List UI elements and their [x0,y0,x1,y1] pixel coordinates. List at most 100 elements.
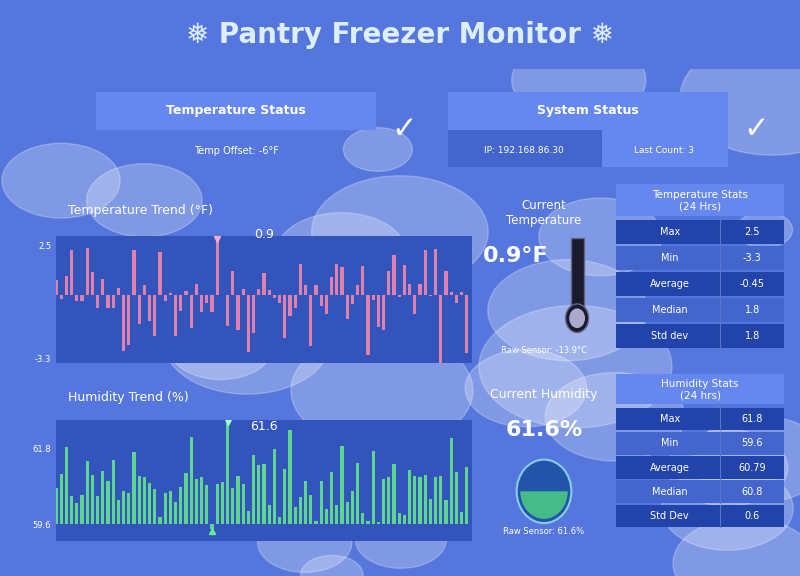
Text: Humidity Trend (%): Humidity Trend (%) [69,391,190,404]
Text: 61.6%: 61.6% [506,419,582,439]
Bar [231,488,234,524]
Text: Max: Max [660,414,680,424]
Text: 1.8: 1.8 [745,331,760,340]
Bar [372,452,374,524]
Bar [54,280,58,295]
Bar [154,295,156,336]
FancyBboxPatch shape [448,130,602,167]
Bar [138,476,141,524]
Bar [356,463,359,524]
Bar [414,295,416,313]
Circle shape [164,289,330,394]
Bar [70,495,73,524]
Bar [91,475,94,524]
Bar [190,437,193,524]
Bar [179,295,182,310]
Bar [294,507,297,524]
Bar [195,283,198,295]
Bar [154,488,156,524]
Circle shape [275,213,407,296]
Bar [387,477,390,524]
FancyBboxPatch shape [448,92,728,130]
Bar [226,295,229,325]
Bar [310,495,312,524]
FancyBboxPatch shape [602,130,728,167]
Bar [262,273,266,295]
Bar [122,295,125,351]
Text: 61.6: 61.6 [250,419,278,433]
Circle shape [517,460,571,523]
Bar [221,482,224,524]
Bar [455,295,458,304]
Bar [117,500,120,524]
Bar [158,252,162,295]
FancyBboxPatch shape [616,184,784,217]
Bar [341,446,343,524]
Circle shape [488,260,647,361]
Bar [179,487,182,524]
Bar [445,501,447,524]
Bar [60,295,62,299]
Bar [366,295,370,355]
FancyBboxPatch shape [616,272,784,296]
Text: 0.9°F: 0.9°F [482,246,548,266]
Text: Min: Min [661,438,678,448]
Circle shape [204,248,290,303]
Bar [65,448,68,524]
Bar [382,295,385,329]
Bar [174,502,177,524]
Circle shape [680,39,800,155]
Bar [169,491,172,524]
Bar [200,295,203,312]
Bar [60,475,62,524]
Bar [143,286,146,295]
Bar [81,295,83,301]
Circle shape [667,430,788,506]
Bar [330,472,333,524]
FancyBboxPatch shape [616,480,784,503]
Bar [314,285,318,295]
Bar [158,517,162,524]
Bar [148,483,151,524]
Bar [127,295,130,345]
Text: System Status: System Status [537,104,639,118]
Bar [86,248,89,295]
Bar [185,473,187,524]
Bar [252,456,255,524]
Bar [387,271,390,295]
Bar [445,271,447,295]
Text: -3.3: -3.3 [742,253,762,263]
Bar [174,295,177,336]
Circle shape [291,333,473,448]
Bar [86,461,89,524]
Bar [65,276,68,295]
Bar [112,295,114,308]
Bar [466,467,468,524]
Bar [190,295,193,328]
Text: -0.45: -0.45 [739,279,765,289]
Bar [414,476,416,524]
Text: 0.9: 0.9 [254,228,274,241]
Bar [335,505,338,524]
Bar [54,488,58,524]
Bar [408,471,411,524]
Bar [418,477,422,524]
Text: Current Humidity: Current Humidity [490,388,598,401]
Bar [351,295,354,304]
Bar [242,289,245,295]
Bar [216,484,218,524]
Bar [278,517,281,524]
Text: Average: Average [650,463,690,472]
Bar [398,295,401,297]
Bar [164,493,166,524]
Bar [299,264,302,295]
Bar [450,292,453,295]
Bar [206,485,208,524]
Text: 60.79: 60.79 [738,463,766,472]
Bar [304,480,307,524]
Circle shape [736,212,793,248]
Circle shape [86,164,202,237]
Circle shape [662,467,793,550]
Bar [206,295,208,303]
Text: Average: Average [650,279,690,289]
